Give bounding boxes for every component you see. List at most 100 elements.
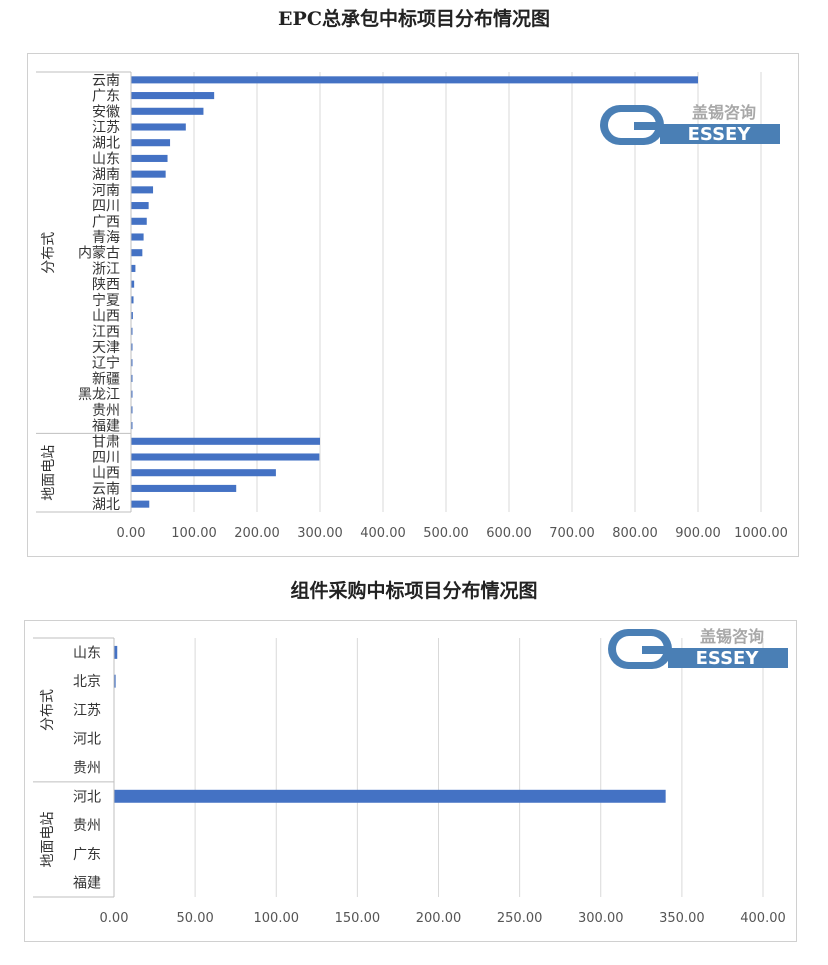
tick-label: 250.00	[497, 911, 543, 926]
logo-cn-text: 盖锡咨询	[692, 103, 756, 122]
bar	[114, 789, 666, 803]
category-label: 四川	[92, 199, 120, 215]
tick-label: 400.00	[740, 911, 786, 926]
tick-label: 200.00	[234, 526, 280, 541]
category-label: 湖北	[92, 136, 120, 152]
tick-label: 1000.00	[734, 526, 788, 541]
tick-label: 50.00	[177, 911, 214, 926]
bar	[131, 296, 134, 304]
category-label: 广东	[92, 89, 120, 105]
tick-label: 100.00	[171, 526, 217, 541]
category-label: 河南	[92, 183, 120, 199]
category-label: 安徽	[92, 104, 120, 120]
tick-label: 700.00	[549, 526, 595, 541]
category-label: 湖北	[92, 497, 120, 513]
category-label: 广西	[92, 214, 120, 230]
bar	[131, 107, 204, 115]
bar	[131, 359, 133, 367]
bar	[131, 217, 147, 225]
category-label: 山西	[92, 309, 120, 325]
tick-label: 300.00	[578, 911, 624, 926]
tick-label: 500.00	[423, 526, 469, 541]
bar	[131, 343, 133, 351]
logo-letters: ESSEY	[696, 648, 760, 669]
bar	[131, 202, 149, 210]
bar	[131, 154, 168, 162]
group-label: 分布式	[41, 232, 57, 274]
category-label: 陕西	[92, 277, 120, 293]
category-label: 贵州	[73, 761, 101, 777]
tick-label: 600.00	[486, 526, 532, 541]
category-label: 甘肃	[92, 434, 120, 450]
category-label: 黑龙江	[78, 387, 120, 403]
group-label: 地面电站	[41, 445, 57, 501]
tick-label: 300.00	[297, 526, 343, 541]
category-label: 云南	[92, 73, 120, 89]
category-label: 福建	[92, 419, 120, 435]
bar	[131, 500, 150, 508]
category-label: 河北	[73, 732, 101, 748]
category-label: 山东	[92, 151, 120, 167]
category-label: 贵州	[92, 403, 120, 419]
bar	[114, 674, 116, 688]
category-label: 四川	[92, 450, 120, 466]
category-label: 辽宁	[92, 355, 120, 372]
bar	[114, 645, 118, 659]
bar	[131, 170, 166, 178]
bar	[131, 264, 136, 272]
tick-label: 900.00	[675, 526, 721, 541]
bar	[131, 76, 698, 84]
bar	[131, 453, 320, 461]
bar	[131, 123, 186, 131]
bar	[131, 327, 133, 335]
bar	[131, 233, 144, 241]
group-label: 地面电站	[40, 811, 56, 867]
logo-letters: ESSEY	[688, 124, 752, 145]
bar	[131, 312, 133, 320]
bar	[131, 390, 133, 398]
category-label: 宁夏	[92, 292, 120, 309]
logo-g-icon	[600, 105, 664, 145]
bar	[131, 280, 135, 288]
gessey-logo: ESSEY 盖锡咨询	[600, 103, 780, 145]
bar	[131, 406, 133, 414]
category-label: 北京	[73, 674, 101, 690]
category-label: 内蒙古	[78, 246, 120, 262]
category-label: 广东	[73, 847, 101, 863]
category-label: 江西	[92, 324, 120, 340]
category-label: 云南	[92, 481, 120, 497]
category-label: 河北	[73, 789, 101, 805]
tick-label: 800.00	[612, 526, 658, 541]
category-label: 江苏	[92, 120, 120, 136]
category-label: 山西	[92, 466, 120, 482]
category-label: 贵州	[73, 818, 101, 834]
chart-title: 组件采购中标项目分布情况图	[290, 580, 538, 602]
group-label: 分布式	[40, 689, 56, 731]
bar	[131, 437, 320, 445]
bar	[131, 374, 133, 382]
bar	[131, 484, 237, 492]
bar	[131, 469, 276, 477]
category-label: 青海	[92, 230, 120, 246]
category-label: 浙江	[92, 261, 120, 277]
tick-label: 400.00	[360, 526, 406, 541]
logo-g-icon	[608, 629, 672, 669]
bar	[131, 249, 143, 257]
bar	[131, 186, 154, 194]
tick-label: 0.00	[117, 526, 146, 541]
chart-title: EPC总承包中标项目分布情况图	[278, 8, 550, 30]
bar	[131, 422, 133, 430]
category-label: 天津	[92, 340, 120, 356]
tick-label: 150.00	[335, 911, 381, 926]
category-label: 江苏	[73, 703, 101, 719]
category-label: 福建	[73, 876, 101, 892]
category-label: 新疆	[92, 371, 120, 387]
bar	[131, 92, 215, 100]
category-label: 湖南	[92, 167, 120, 183]
chart-frame	[24, 620, 797, 942]
tick-label: 100.00	[254, 911, 300, 926]
tick-label: 0.00	[100, 911, 129, 926]
tick-label: 200.00	[416, 911, 462, 926]
